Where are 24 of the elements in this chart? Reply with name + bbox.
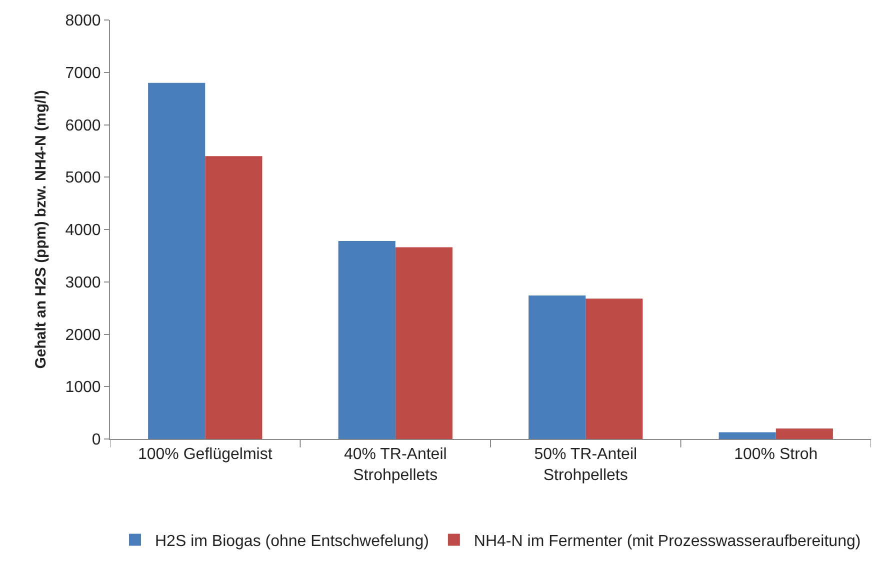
bar — [148, 82, 206, 439]
x-tick-label: 100% Geflügelmist — [138, 446, 273, 464]
bar — [718, 432, 776, 439]
legend-label: H2S im Biogas (ohne Entschwefelung) — [155, 532, 429, 550]
y-tick-label: 4000 — [65, 222, 101, 240]
legend-label: NH4-N im Fermenter (mit Prozesswasseraufbereitung) — [474, 532, 861, 550]
x-tick-label: 50% TR-Anteil Strohpellets — [534, 446, 638, 484]
y-tick-label: 0 — [92, 432, 101, 449]
bar — [205, 156, 262, 439]
y-tick-label: 1000 — [65, 379, 101, 396]
x-tick-label: 40% TR-Anteil Strohpellets — [344, 446, 447, 484]
bar — [528, 295, 586, 439]
y-tick-label: 3000 — [65, 274, 101, 292]
y-tick-label: 7000 — [65, 64, 101, 82]
x-tick-label: 100% Stroh — [734, 446, 818, 464]
y-tick-label: 8000 — [65, 12, 101, 30]
y-tick-label: 6000 — [65, 117, 101, 134]
bar — [586, 298, 643, 439]
y-axis-title: Gehalt an H2S (ppm) bzw. NH4-N (mg/l) — [32, 90, 50, 369]
bar — [395, 247, 452, 439]
bar — [338, 241, 396, 439]
y-tick-label: 5000 — [65, 170, 101, 187]
bar — [776, 428, 833, 439]
y-tick-label: 2000 — [65, 326, 101, 344]
